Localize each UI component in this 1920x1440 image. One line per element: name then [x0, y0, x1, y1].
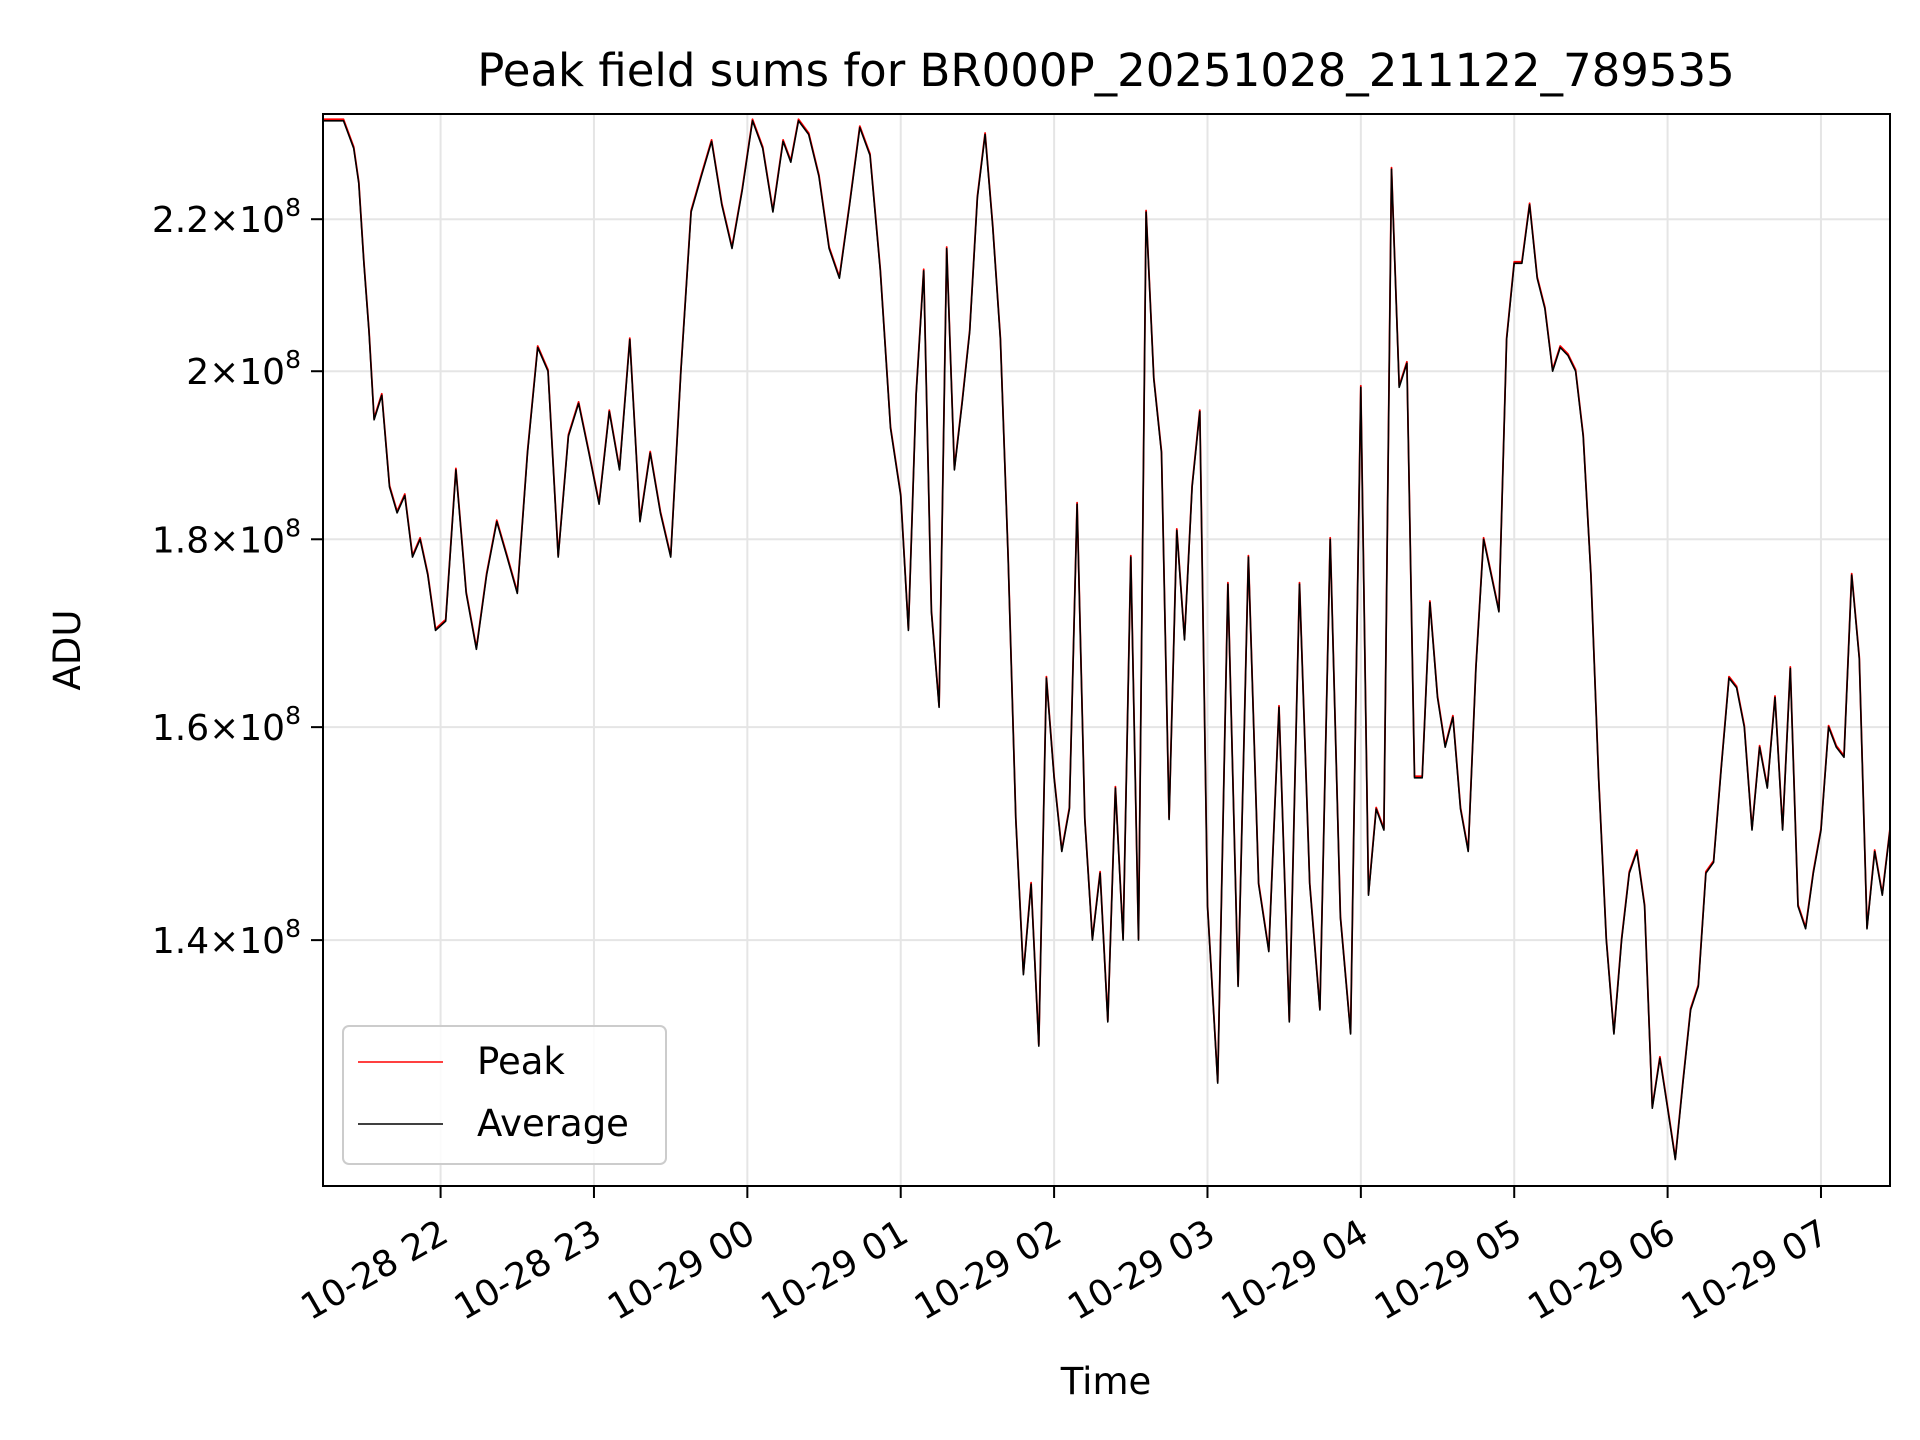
- legend-peak-label: Peak: [477, 1040, 565, 1083]
- legend: Peak Average: [342, 1025, 667, 1165]
- y-tick-label: 1.4×108: [152, 914, 301, 962]
- legend-box: [342, 1025, 667, 1165]
- y-tick-label: 2.2×108: [152, 193, 301, 241]
- legend-average-label: Average: [477, 1102, 629, 1145]
- series-layer: [323, 118, 1890, 1161]
- y-tick-label: 1.6×108: [152, 701, 301, 749]
- y-tick-label: 2×108: [186, 345, 301, 393]
- grid: [323, 114, 1890, 1186]
- plot-frame: [322, 113, 1891, 1187]
- y-axis-label: ADU: [46, 610, 89, 691]
- y-axis-ticks: 1.4×108 1.6×108 1.8×108 2×108 2.2×108: [152, 193, 323, 962]
- chart-title: Peak field sums for BR000P_20251028_2111…: [477, 44, 1735, 97]
- x-axis-label: Time: [1060, 1360, 1152, 1403]
- y-tick-label: 1.8×108: [152, 513, 301, 561]
- series-average-line: [323, 120, 1890, 1161]
